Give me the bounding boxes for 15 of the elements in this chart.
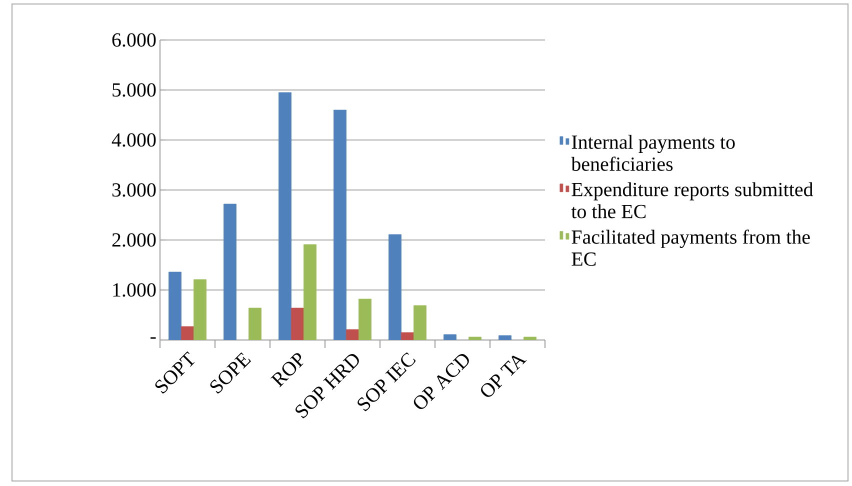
legend-label: Internal payments to beneficiaries xyxy=(571,134,735,171)
legend-label: Facilitated payments from the EC xyxy=(572,230,810,266)
y-tick-label: 5.000 xyxy=(112,83,156,97)
x-tick-label: OP TA xyxy=(481,356,527,397)
y-tick-label: 2.000 xyxy=(112,233,156,247)
legend-label: Expenditure reports submitted to the EC xyxy=(571,182,814,218)
bar xyxy=(401,332,414,340)
bar xyxy=(181,326,194,340)
bar xyxy=(346,329,359,340)
y-tick-label: 6.000 xyxy=(112,33,156,47)
y-tick-label: 3.000 xyxy=(112,183,156,197)
y-tick-label: 4.000 xyxy=(112,133,156,147)
y-tick-label: 1.000 xyxy=(113,283,156,297)
bar xyxy=(291,308,304,340)
y-tick-label: - xyxy=(150,337,156,339)
